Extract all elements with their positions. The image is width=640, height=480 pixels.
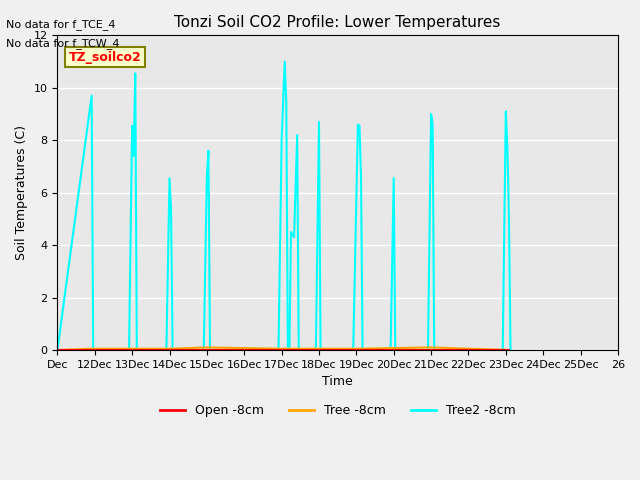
Text: No data for f_TCE_4: No data for f_TCE_4 [6, 19, 116, 30]
Text: No data for f_TCW_4: No data for f_TCW_4 [6, 38, 120, 49]
Legend: Open -8cm, Tree -8cm, Tree2 -8cm: Open -8cm, Tree -8cm, Tree2 -8cm [155, 399, 520, 422]
Y-axis label: Soil Temperatures (C): Soil Temperatures (C) [15, 125, 28, 260]
Text: TZ_soilco2: TZ_soilco2 [68, 50, 141, 63]
X-axis label: Time: Time [323, 375, 353, 388]
Title: Tonzi Soil CO2 Profile: Lower Temperatures: Tonzi Soil CO2 Profile: Lower Temperatur… [175, 15, 501, 30]
